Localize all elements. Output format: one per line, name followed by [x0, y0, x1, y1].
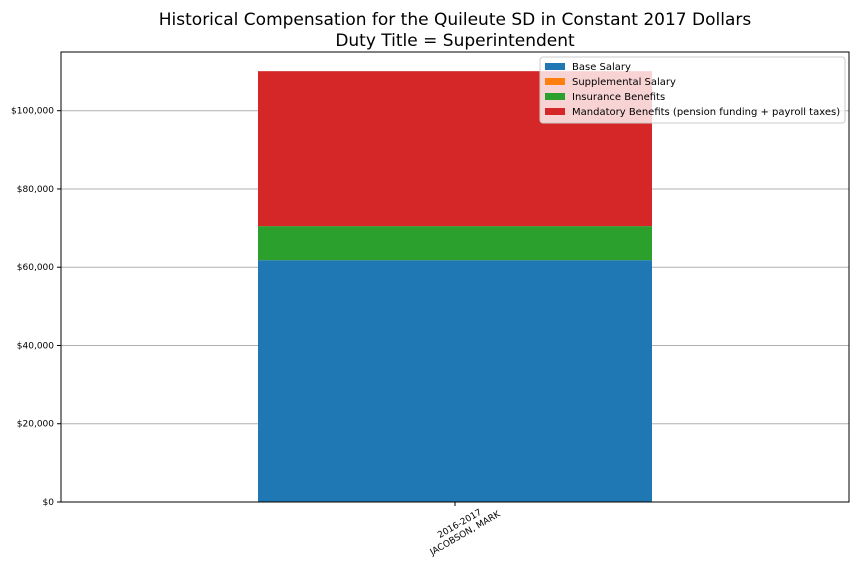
legend-box [539, 56, 846, 124]
y-axis: $0 $20,000 $40,000 $60,000 $80,000 $100,000 [11, 107, 61, 508]
y-tick-label: $0 [43, 498, 55, 508]
legend-label: Mandatory Benefits (pension funding + pa… [572, 107, 840, 118]
legend-label: Supplemental Salary [572, 77, 676, 88]
legend-label: Base Salary [572, 62, 631, 73]
y-tick-label: $100,000 [11, 107, 54, 117]
bar-segment [258, 260, 652, 502]
chart-subtitle: Duty Title = Superintendent [335, 31, 575, 51]
y-tick-label: $80,000 [17, 185, 54, 195]
legend-swatch [545, 78, 565, 85]
legend: Base Salary Supplemental Salary Insurance … [539, 56, 846, 124]
legend-swatch [545, 93, 565, 100]
legend-label: Insurance Benefits [572, 92, 665, 103]
y-tick-label: $60,000 [17, 263, 54, 273]
legend-swatch [545, 108, 565, 115]
bar-segment [258, 226, 652, 261]
legend-swatch [545, 63, 565, 70]
bar-stack [258, 71, 652, 502]
chart-title: Historical Compensation for the Quileute… [159, 10, 752, 30]
y-tick-label: $40,000 [17, 341, 54, 351]
y-tick-label: $20,000 [17, 420, 54, 430]
